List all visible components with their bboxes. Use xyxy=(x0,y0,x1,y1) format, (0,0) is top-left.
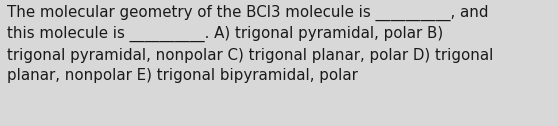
Text: The molecular geometry of the BCl3 molecule is __________, and
this molecule is : The molecular geometry of the BCl3 molec… xyxy=(7,5,494,83)
